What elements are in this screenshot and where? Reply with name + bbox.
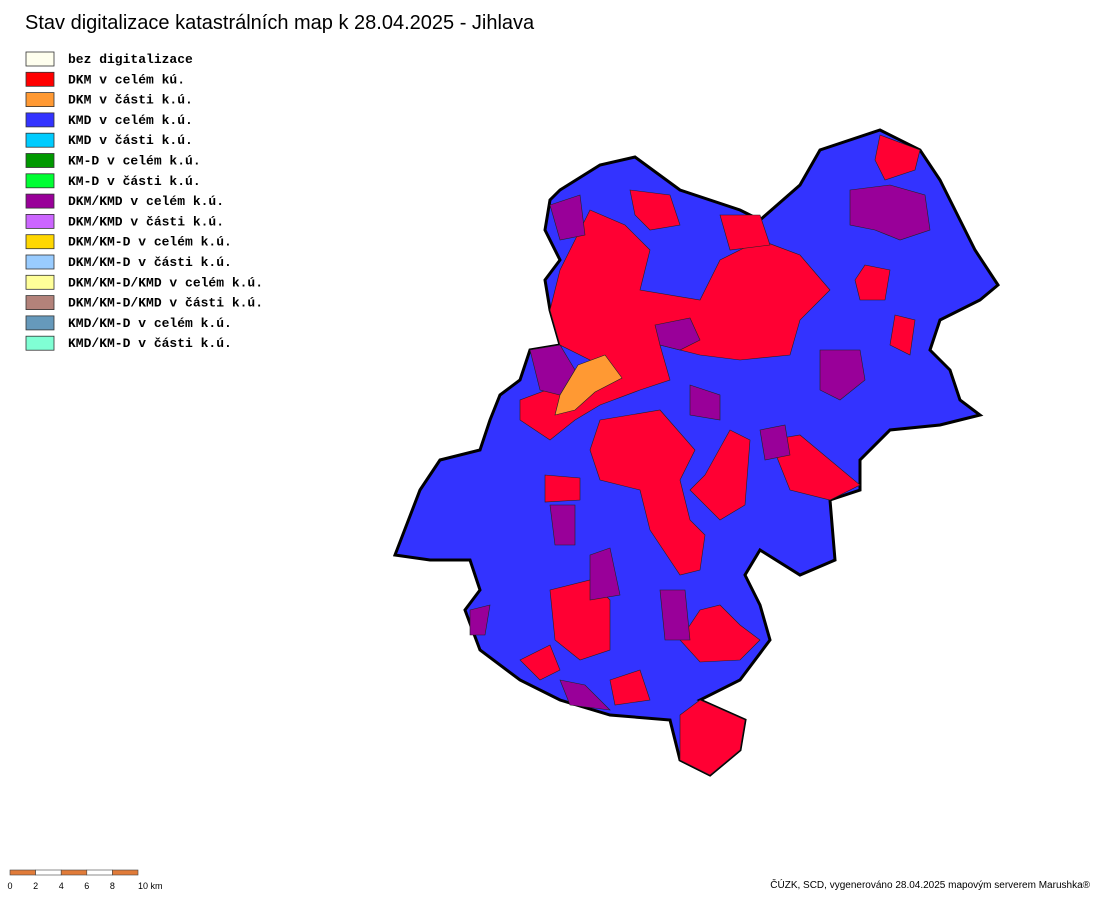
region-dkm-kmd [759, 424, 791, 461]
region-dkm-kmd [559, 679, 611, 711]
region-dkm-part [554, 354, 623, 416]
legend-swatch [25, 335, 55, 351]
scale-segment [112, 869, 139, 876]
region-dkm-kmd [819, 349, 866, 401]
legend-swatch [25, 92, 55, 107]
legend-label: DKM/KM-D v části k.ú. [68, 255, 232, 270]
legend-swatch [25, 71, 55, 87]
region-dkm [854, 264, 891, 301]
legend-label: KM-D v celém k.ú. [68, 154, 201, 169]
region-dkm-kmd [689, 384, 721, 421]
legend-swatch [25, 254, 55, 270]
region-dkm-kmd [659, 589, 691, 641]
scale-label: 4 [59, 881, 64, 891]
legend-label: KMD v celém k.ú. [68, 113, 193, 128]
region-dkm [874, 134, 921, 181]
legend-swatch [25, 234, 55, 250]
region-dkm-kmd [469, 604, 491, 636]
region-dkm [679, 699, 746, 776]
legend-label: DKM v části k.ú. [68, 93, 193, 108]
legend-swatch [25, 51, 55, 67]
map-title: Stav digitalizace katastrálních map k 28… [25, 12, 535, 34]
scale-segment [60, 869, 88, 876]
legend-label: DKM/KMD v části k.ú. [68, 214, 224, 229]
region-dkm [689, 429, 751, 521]
legend-swatch [25, 193, 55, 209]
region-dkm-kmd [849, 184, 931, 241]
legend-swatch [25, 213, 55, 229]
region-dkm [889, 314, 916, 356]
legend-swatch [25, 295, 55, 311]
legend-label: bez digitalizace [68, 52, 193, 67]
legend-label: KMD v části k.ú. [68, 133, 193, 148]
legend-swatch [25, 173, 55, 189]
scale-segment [35, 869, 62, 876]
legend: bez digitalizace DKM v celém kú. DKM v čás… [25, 51, 263, 351]
legend-label: KMD/KM-D v celém k.ú. [68, 316, 232, 331]
region-dkm [589, 409, 706, 576]
scale-label: 8 [110, 881, 115, 891]
region-dkm-kmd [654, 317, 701, 351]
legend-label: DKM v celém kú. [68, 72, 185, 87]
scale-label: 0 [7, 881, 12, 891]
legend-label: DKM/KM-D/KMD v celém k.ú. [68, 275, 263, 290]
region-dkm-kmd [549, 504, 576, 546]
map-area [392, 128, 1000, 777]
scale-label: 2 [33, 881, 38, 891]
legend-swatch [25, 132, 55, 148]
legend-swatch [25, 315, 55, 331]
region-dkm [719, 214, 771, 251]
scale-label: 6 [84, 881, 89, 891]
region-dkm [679, 604, 761, 663]
scale-segment [86, 869, 113, 876]
legend-swatch [25, 153, 55, 168]
region-dkm [544, 474, 581, 503]
legend-label: KM-D v části k.ú. [68, 174, 201, 189]
region-dkm [519, 644, 561, 681]
scale-bar: 0 2 4 6 8 10 km [7, 869, 163, 891]
legend-label: DKM/KM-D v celém k.ú. [68, 235, 232, 250]
legend-swatch [25, 112, 55, 128]
legend-label: DKM/KMD v celém k.ú. [68, 194, 224, 209]
scale-label: 10 km [138, 881, 163, 891]
scale-segment [9, 869, 36, 876]
region-dkm [629, 189, 681, 231]
region-dkm-kmd [549, 194, 586, 241]
legend-label: KMD/KM-D v části k.ú. [68, 336, 232, 351]
legend-swatch [25, 274, 55, 290]
district-outline [392, 128, 1000, 777]
legend-label: DKM/KM-D/KMD v části k.ú. [68, 296, 263, 311]
region-dkm-kmd [589, 547, 621, 601]
credit: ČÚZK, SCD, vygenerováno 28.04.2025 mapov… [770, 878, 1090, 891]
region-dkm [609, 669, 651, 706]
region-dkm [769, 434, 861, 501]
